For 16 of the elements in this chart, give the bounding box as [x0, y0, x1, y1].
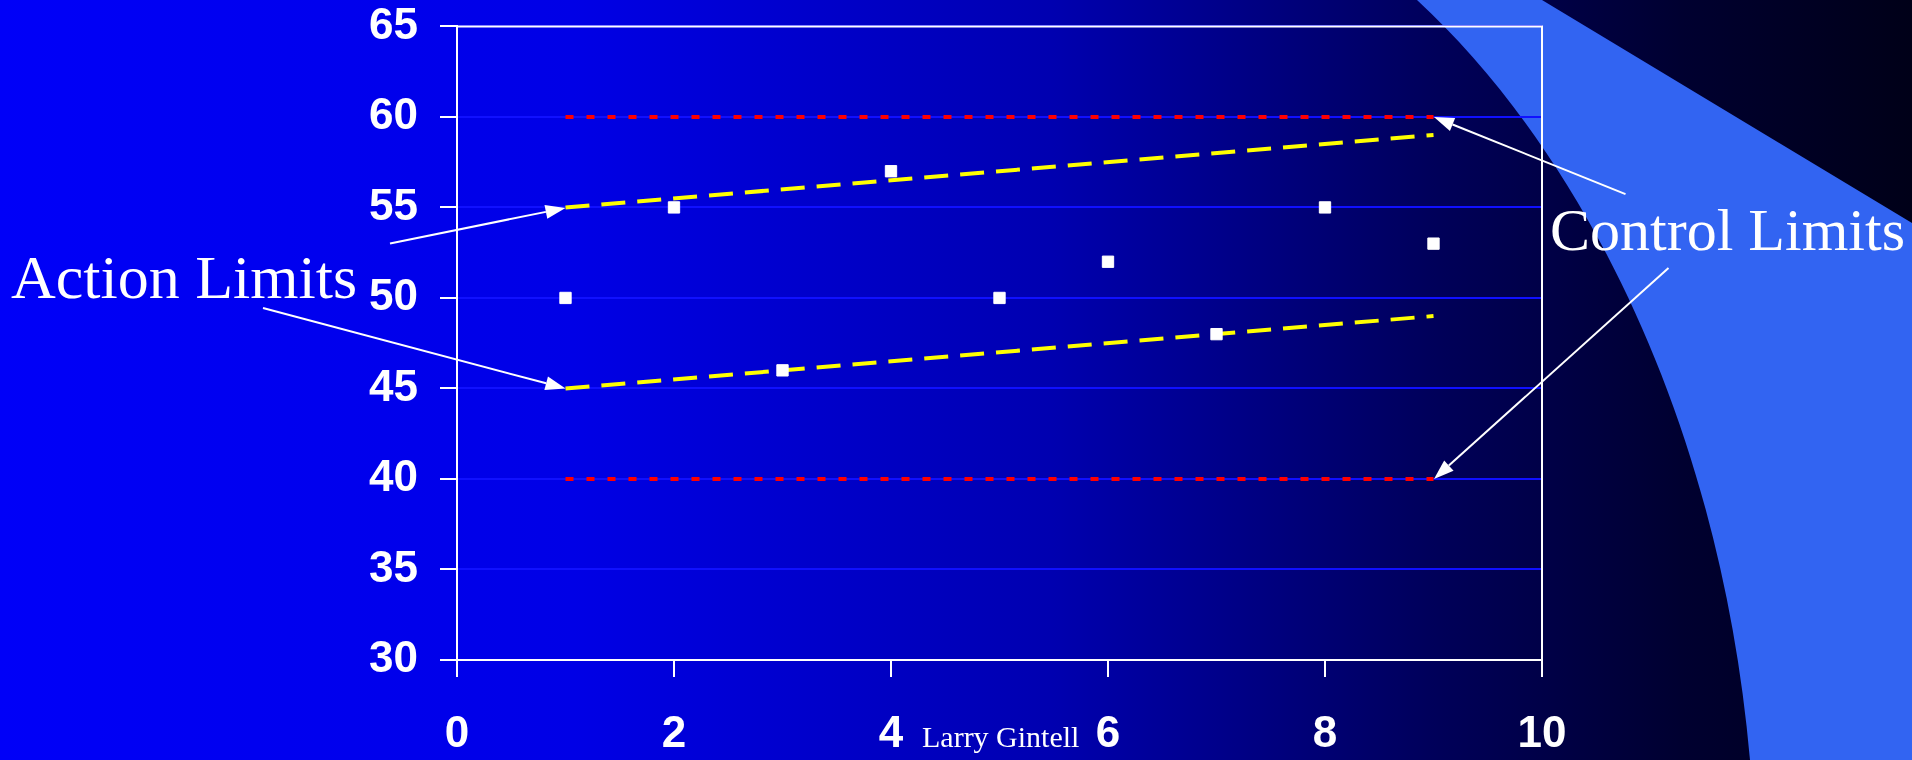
y-tick-label: 30: [369, 632, 418, 682]
y-tick-label: 45: [369, 360, 418, 410]
x-tick-label: 10: [1517, 706, 1567, 756]
x-tick-label: 6: [1095, 706, 1121, 756]
y-tick-label: 35: [369, 541, 418, 591]
x-tick-label: 2: [661, 706, 687, 756]
y-tick-label: 40: [369, 451, 418, 501]
y-tick-label: 60: [369, 89, 418, 139]
x-tick-label: 4: [878, 706, 904, 756]
y-tick-label: 50: [369, 270, 418, 320]
text: Action Limits: [11, 243, 358, 311]
y-tick-label: 55: [369, 179, 418, 229]
text: Larry Gintell: [922, 720, 1080, 753]
x-tick-label: 0: [444, 706, 470, 756]
y-tick-label: 65: [369, 0, 418, 48]
x-tick-label: 8: [1312, 706, 1338, 756]
